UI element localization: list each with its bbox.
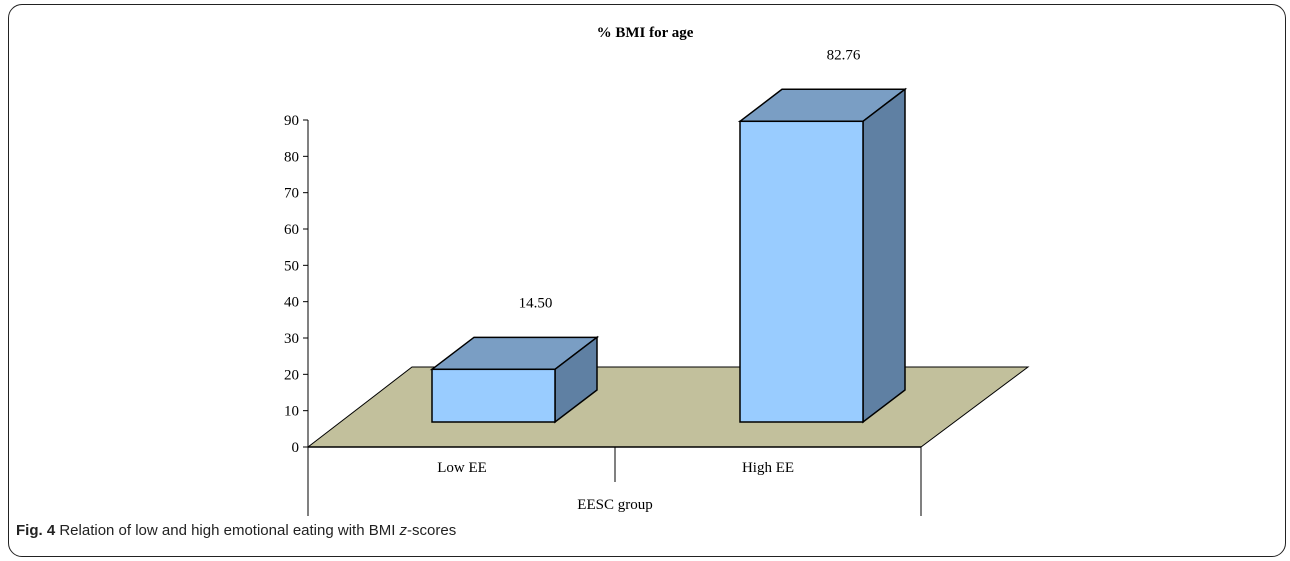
category-label: Low EE — [437, 460, 487, 476]
y-tick-label: 30 — [284, 331, 299, 347]
chart-axes — [307, 120, 922, 516]
y-tick-label: 60 — [284, 222, 299, 238]
chart-bars: 14.50 82.76 — [429, 47, 908, 424]
y-tick-label: 70 — [284, 186, 299, 202]
y-tick-label: 20 — [284, 367, 299, 383]
bar-front-face — [431, 368, 556, 423]
figure-number: Fig. 4 — [16, 522, 56, 539]
caption-text-end: -scores — [407, 522, 457, 539]
y-tick-label: 90 — [284, 113, 299, 129]
y-tick-label: 0 — [292, 440, 300, 456]
caption-text: Relation of low and high emotional eatin… — [59, 522, 400, 539]
y-tick-label: 10 — [284, 404, 299, 420]
x-axis-label: EESC group — [577, 497, 652, 513]
y-tick-label: 40 — [284, 295, 299, 311]
x-axis-categories: Low EE High EE — [437, 460, 794, 476]
chart-floor — [306, 366, 1030, 448]
y-tick-label: 50 — [284, 258, 299, 274]
bar-value-label: 14.50 — [519, 295, 553, 311]
bar-1: 14.50 — [429, 295, 600, 424]
bar-front-face — [739, 120, 864, 423]
figure-frame — [8, 4, 1286, 557]
y-axis-ticks: 0 10 20 30 40 50 60 70 80 90 — [284, 113, 308, 456]
bar-value-label: 82.76 — [827, 47, 861, 63]
chart-title: % BMI for age — [597, 25, 694, 41]
category-label: High EE — [742, 460, 794, 476]
y-tick-label: 80 — [284, 149, 299, 165]
bar-side-face — [862, 87, 906, 424]
caption-italic: z — [399, 522, 408, 539]
figure-caption: Fig. 4 Relation of low and high emotiona… — [16, 522, 1276, 539]
bar-2: 82.76 — [737, 47, 908, 424]
